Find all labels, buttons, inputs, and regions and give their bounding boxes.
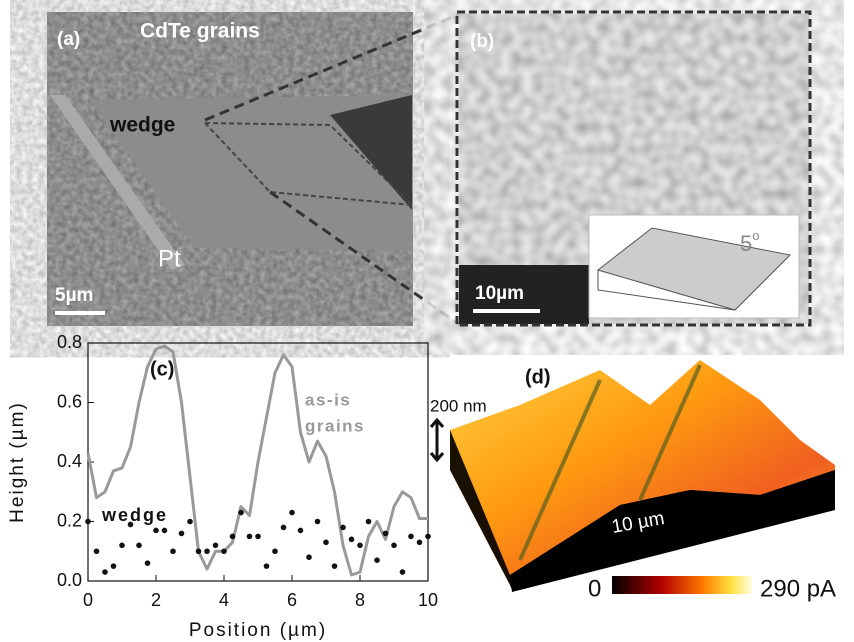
data-point — [408, 534, 414, 540]
x-tick-label: 4 — [219, 590, 229, 610]
data-point — [391, 543, 397, 549]
panel-label: (d) — [525, 366, 551, 388]
panel-label: (c) — [150, 358, 174, 380]
data-point — [374, 557, 380, 563]
data-line — [88, 346, 428, 575]
data-point — [349, 537, 355, 543]
data-point — [162, 528, 168, 534]
data-point — [230, 534, 236, 540]
panel-a: (a) CdTe grains wedge Pt 5µm — [47, 12, 413, 326]
height-scale: 200 nm — [430, 396, 487, 415]
data-point — [383, 531, 389, 537]
y-tick-label: 0.6 — [57, 391, 82, 411]
data-point — [264, 563, 270, 569]
panel-label: (a) — [57, 29, 80, 50]
x-tick-label: 0 — [83, 590, 93, 610]
data-point — [298, 528, 304, 534]
annotation: as-is — [305, 390, 351, 409]
y-tick-label: 0.4 — [57, 451, 82, 471]
data-point — [238, 510, 244, 516]
angle-value: 5 — [740, 231, 752, 256]
panel-label: (b) — [470, 31, 494, 52]
data-point — [136, 543, 142, 549]
data-point — [221, 548, 227, 554]
data-point — [170, 548, 176, 554]
panel-title: CdTe grains — [140, 20, 260, 43]
y-tick-label: 0.8 — [57, 332, 82, 352]
x-axis-label: Position (µm) — [189, 620, 327, 641]
data-point — [340, 525, 346, 531]
data-point — [366, 519, 372, 525]
panel-d: (d) 200 nm 10 µm 0 290 pA — [430, 360, 836, 602]
data-point — [153, 528, 159, 534]
annotation: grains — [305, 416, 365, 435]
panel-b: (b) 5o 10µm — [457, 12, 810, 325]
data-point — [315, 519, 321, 525]
data-point — [94, 548, 100, 554]
annotation: wedge — [101, 505, 168, 525]
data-point — [281, 525, 287, 531]
data-point — [247, 534, 253, 540]
data-point — [196, 548, 202, 554]
data-point — [306, 554, 312, 560]
data-point — [289, 510, 295, 516]
data-point — [102, 569, 108, 575]
data-point — [323, 540, 329, 546]
data-point — [272, 548, 278, 554]
wedge-label: wedge — [109, 114, 175, 137]
data-point — [400, 569, 406, 575]
data-point — [85, 519, 91, 525]
data-point — [213, 543, 219, 549]
data-point — [187, 519, 193, 525]
height-arrow — [431, 420, 443, 460]
y-tick-label: 0.0 — [57, 570, 82, 590]
panel-c: (c) as-is grains wedge Position (µm) Hei… — [7, 332, 438, 641]
data-point — [111, 563, 117, 569]
y-axis-label: Height (µm) — [7, 401, 28, 523]
data-point — [417, 540, 423, 546]
x-tick-label: 8 — [355, 590, 365, 610]
data-point — [128, 522, 134, 528]
x-tick-label: 2 — [151, 590, 161, 610]
scale-label: 5µm — [55, 285, 93, 306]
data-point — [119, 543, 125, 549]
y-tick-label: 0.2 — [57, 510, 82, 530]
angle-unit: o — [752, 228, 759, 243]
x-tick-label: 6 — [287, 590, 297, 610]
data-point — [179, 531, 185, 537]
data-point — [255, 534, 261, 540]
pt-label: Pt — [158, 245, 181, 272]
colorbar-max: 290 pA — [760, 575, 836, 602]
colorbar — [612, 576, 752, 594]
data-point — [145, 560, 151, 566]
data-point — [332, 563, 338, 569]
colorbar-min: 0 — [588, 575, 601, 602]
data-point — [425, 534, 431, 540]
x-tick-label: 10 — [418, 590, 438, 610]
data-point — [204, 548, 210, 554]
scale-label: 10µm — [475, 283, 524, 304]
data-point — [357, 543, 363, 549]
figure: (a) CdTe grains wedge Pt 5µm (b) 5o 10µm… — [0, 0, 854, 642]
